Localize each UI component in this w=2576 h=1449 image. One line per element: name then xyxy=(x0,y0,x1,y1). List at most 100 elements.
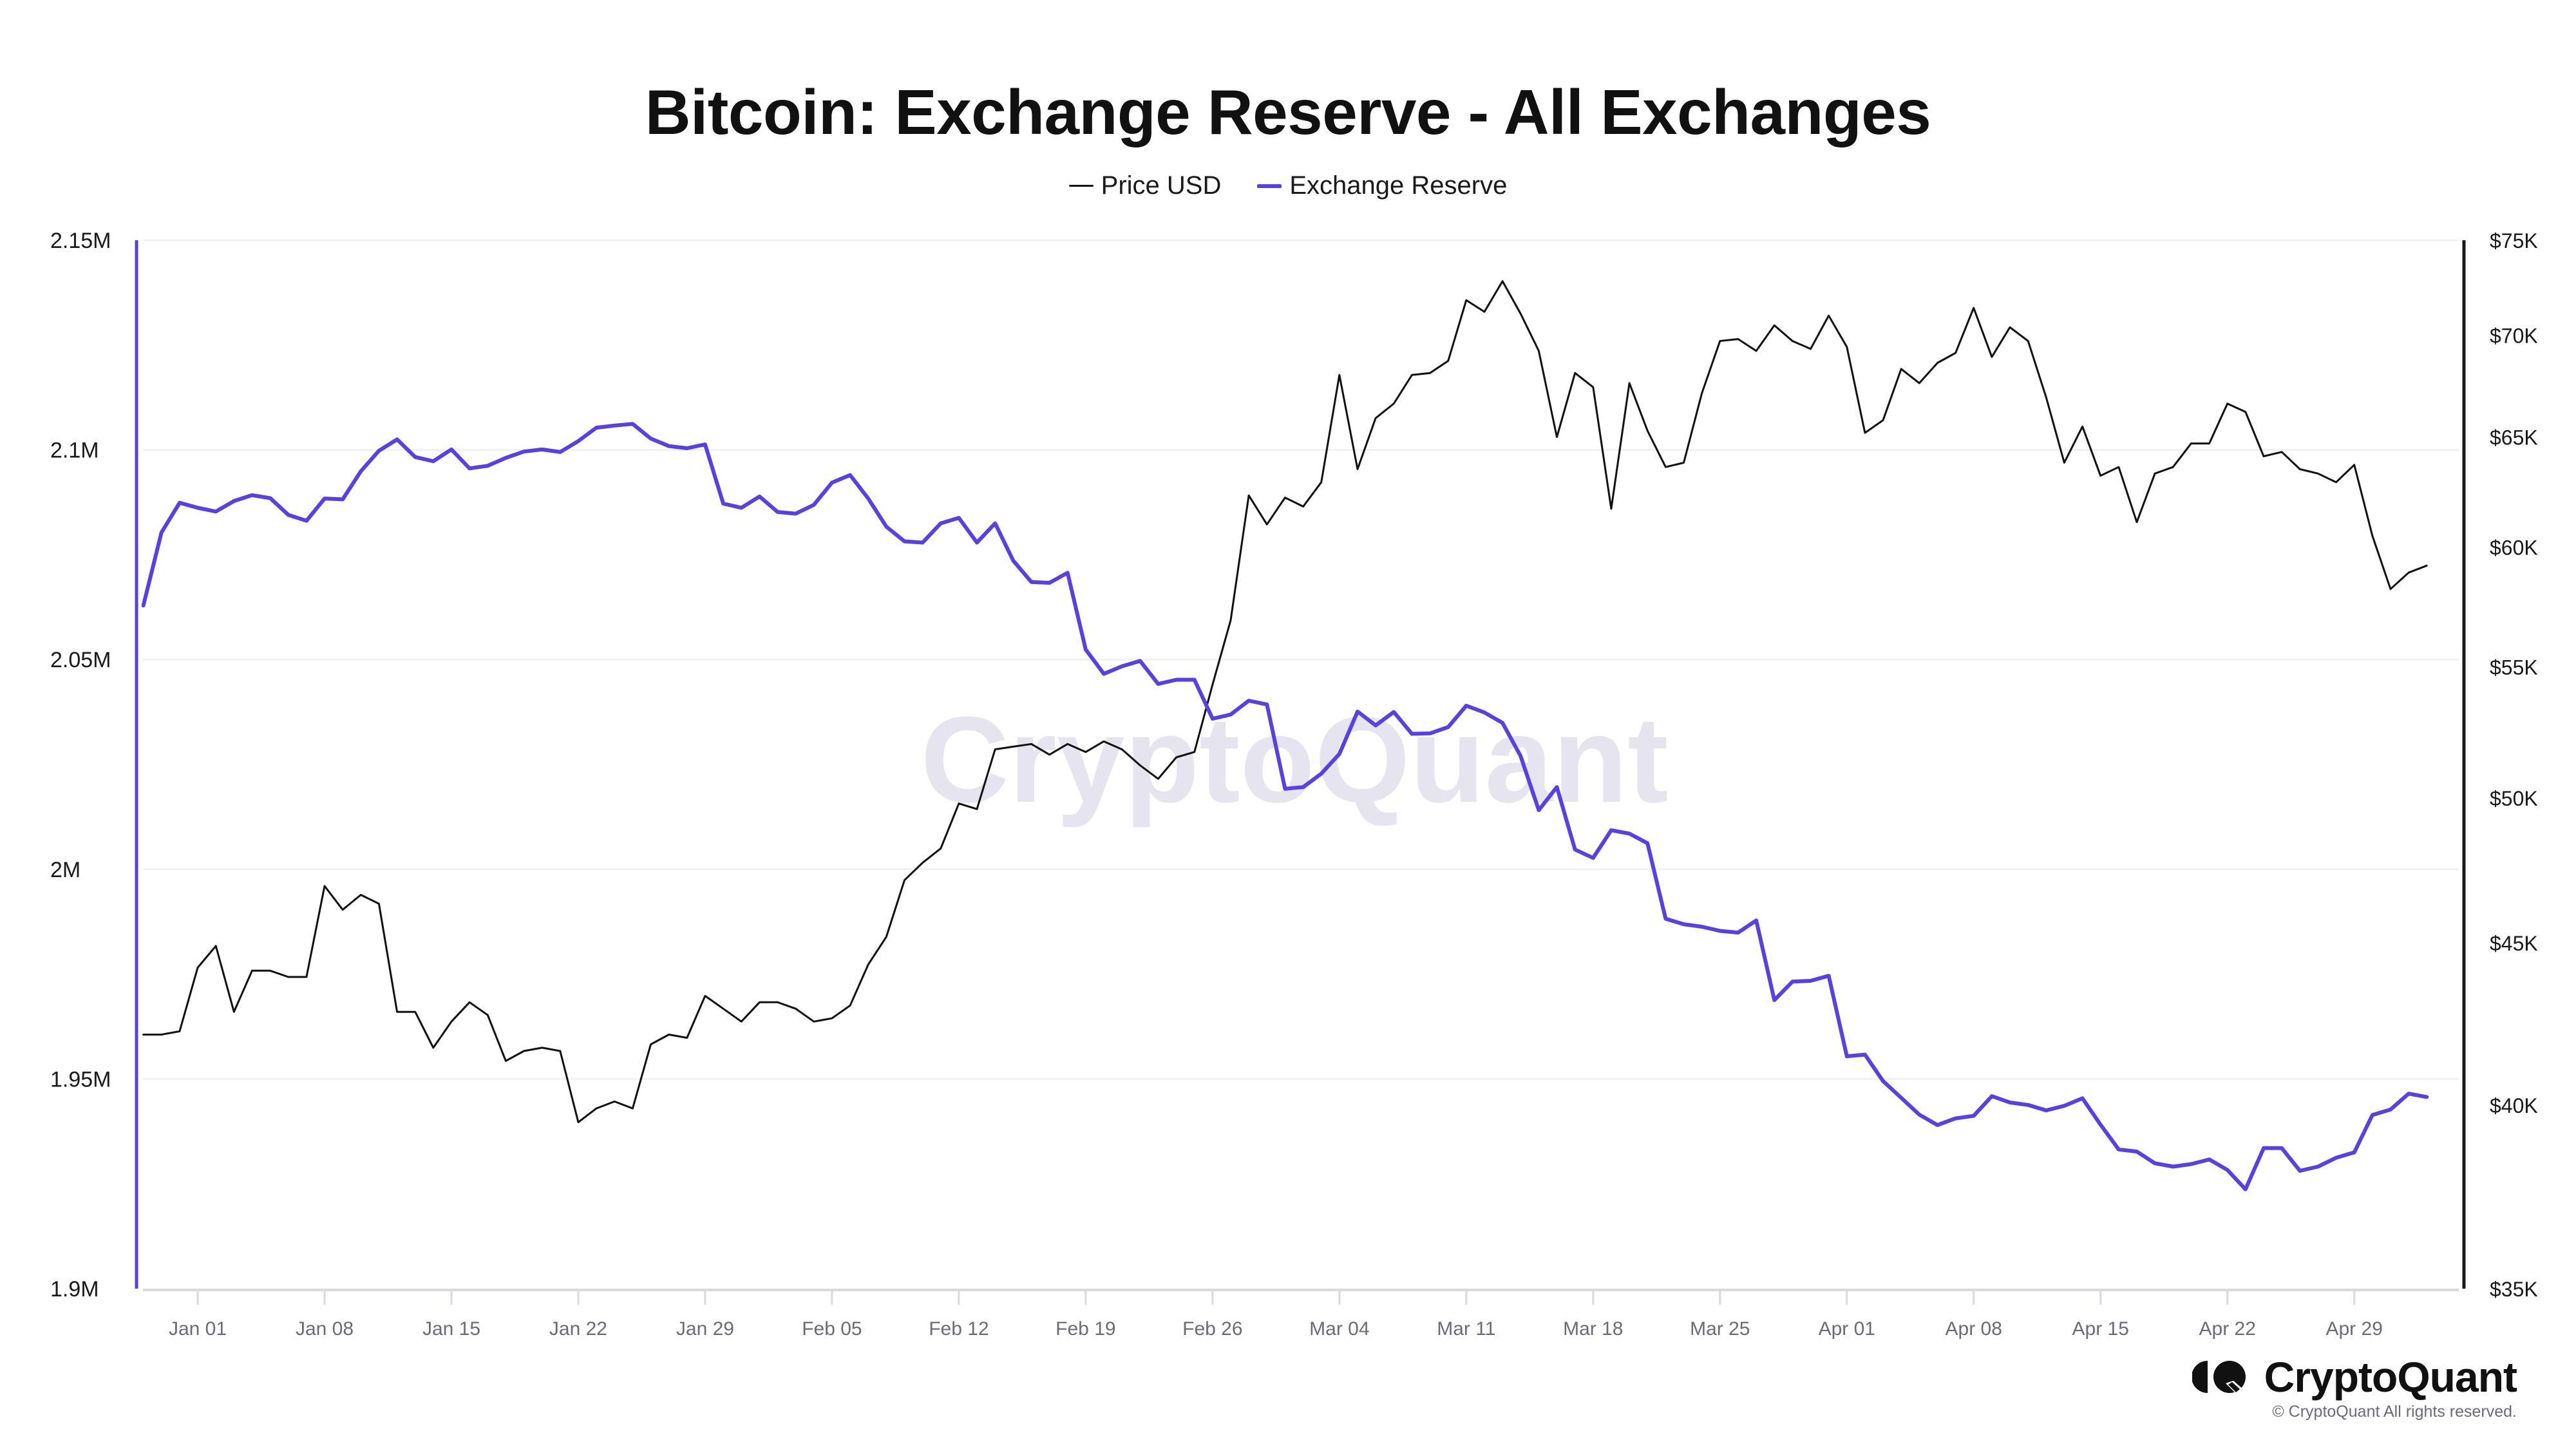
price-usd-point[interactable] xyxy=(2425,564,2429,567)
price-usd-point[interactable] xyxy=(921,861,925,865)
price-usd-point[interactable] xyxy=(1011,744,1015,748)
price-usd-point[interactable] xyxy=(1102,739,1106,743)
price-usd-point[interactable] xyxy=(1881,419,1885,422)
price-usd-point[interactable] xyxy=(2153,471,2157,475)
price-usd-point[interactable] xyxy=(1138,763,1142,767)
price-usd-point[interactable] xyxy=(1428,371,1432,375)
price-usd-point[interactable] xyxy=(287,975,290,979)
price-usd-point[interactable] xyxy=(2189,442,2193,446)
price-usd-point[interactable] xyxy=(1247,493,1251,497)
price-usd-point[interactable] xyxy=(2226,402,2230,406)
price-usd-point[interactable] xyxy=(2389,587,2392,591)
price-usd-point[interactable] xyxy=(323,884,327,888)
price-usd-point[interactable] xyxy=(377,902,381,905)
price-usd-point[interactable] xyxy=(2208,442,2211,446)
price-usd-point[interactable] xyxy=(1302,505,1305,509)
price-usd-point[interactable] xyxy=(1537,349,1540,353)
price-usd-point[interactable] xyxy=(305,975,308,979)
price-usd-point[interactable] xyxy=(1591,385,1595,389)
price-usd-point[interactable] xyxy=(522,1049,526,1053)
price-usd-point[interactable] xyxy=(630,1106,634,1110)
price-usd-point[interactable] xyxy=(232,1010,236,1014)
price-usd-point[interactable] xyxy=(1936,361,1940,365)
price-usd-point[interactable] xyxy=(1193,750,1197,754)
price-usd-point[interactable] xyxy=(2262,455,2266,459)
price-usd-point[interactable] xyxy=(576,1121,580,1124)
price-usd-point[interactable] xyxy=(1519,312,1522,316)
price-usd-point[interactable] xyxy=(413,1010,417,1014)
price-usd-point[interactable] xyxy=(1827,314,1831,317)
price-usd-point[interactable] xyxy=(1156,777,1160,781)
price-usd-point[interactable] xyxy=(2135,520,2139,524)
price-usd-point[interactable] xyxy=(685,1036,689,1040)
price-usd-point[interactable] xyxy=(1718,339,1722,343)
price-usd-point[interactable] xyxy=(1482,310,1486,314)
price-usd-point[interactable] xyxy=(1627,381,1631,385)
price-usd-point[interactable] xyxy=(558,1049,562,1053)
price-usd-point[interactable] xyxy=(1084,750,1088,754)
price-usd-point[interactable] xyxy=(1356,468,1359,471)
legend-item-price[interactable]: Price USD xyxy=(1068,171,1221,200)
price-usd-point[interactable] xyxy=(1809,347,1813,351)
price-usd-point[interactable] xyxy=(830,1016,834,1020)
price-usd-point[interactable] xyxy=(993,748,997,752)
price-usd-point[interactable] xyxy=(1754,349,1758,353)
price-usd-point[interactable] xyxy=(939,846,943,850)
price-usd-point[interactable] xyxy=(848,1003,852,1007)
price-usd-point[interactable] xyxy=(2280,450,2284,454)
price-usd-point[interactable] xyxy=(757,1000,761,1004)
price-usd-point[interactable] xyxy=(1320,480,1323,484)
price-usd-point[interactable] xyxy=(468,1000,471,1004)
price-usd-point[interactable] xyxy=(486,1013,489,1017)
price-usd-point[interactable] xyxy=(504,1059,507,1063)
price-usd-point[interactable] xyxy=(884,935,888,939)
price-usd-point[interactable] xyxy=(612,1099,616,1103)
price-usd-point[interactable] xyxy=(1663,465,1667,469)
price-usd-point[interactable] xyxy=(1374,416,1378,420)
price-usd-point[interactable] xyxy=(1048,753,1052,757)
price-usd-point[interactable] xyxy=(1990,355,1994,359)
price-usd-point[interactable] xyxy=(2244,410,2248,414)
price-usd-point[interactable] xyxy=(2081,424,2085,428)
price-usd-point[interactable] xyxy=(250,969,254,972)
price-usd-point[interactable] xyxy=(2298,468,2302,471)
price-usd-point[interactable] xyxy=(1501,279,1504,283)
price-usd-point[interactable] xyxy=(957,802,961,806)
price-usd-point[interactable] xyxy=(1736,337,1740,341)
price-usd-point[interactable] xyxy=(1609,507,1613,511)
price-usd-point[interactable] xyxy=(2044,395,2048,399)
price-usd-point[interactable] xyxy=(1682,461,1686,465)
price-usd-point[interactable] xyxy=(649,1043,653,1046)
price-usd-point[interactable] xyxy=(1175,755,1179,759)
price-usd-point[interactable] xyxy=(395,1010,399,1014)
price-usd-point[interactable] xyxy=(2117,465,2121,469)
price-usd-point[interactable] xyxy=(1211,683,1215,687)
price-usd-point[interactable] xyxy=(667,1033,671,1037)
price-usd-point[interactable] xyxy=(794,1007,798,1010)
price-usd-point[interactable] xyxy=(975,807,979,811)
price-usd-point[interactable] xyxy=(196,966,200,970)
price-usd-point[interactable] xyxy=(866,963,870,967)
price-usd-point[interactable] xyxy=(2008,325,2012,329)
price-usd-point[interactable] xyxy=(739,1019,743,1023)
price-usd-point[interactable] xyxy=(812,1019,816,1023)
price-usd-point[interactable] xyxy=(1229,618,1233,622)
price-usd-point[interactable] xyxy=(1700,392,1704,395)
price-usd-point[interactable] xyxy=(178,1029,182,1033)
price-usd-point[interactable] xyxy=(2334,480,2338,484)
price-usd-point[interactable] xyxy=(1338,373,1341,377)
price-usd-point[interactable] xyxy=(1573,371,1577,375)
price-usd-point[interactable] xyxy=(1845,345,1849,349)
price-usd-point[interactable] xyxy=(703,994,707,998)
price-usd-point[interactable] xyxy=(721,1007,725,1010)
price-usd-point[interactable] xyxy=(1555,435,1559,439)
price-usd-point[interactable] xyxy=(1446,359,1450,363)
price-usd-point[interactable] xyxy=(2371,534,2374,538)
price-usd-point[interactable] xyxy=(1899,367,1903,371)
price-usd-point[interactable] xyxy=(160,1033,164,1037)
price-usd-point[interactable] xyxy=(776,1000,780,1004)
price-usd-point[interactable] xyxy=(1464,298,1468,302)
price-usd-point[interactable] xyxy=(903,878,907,882)
price-usd-point[interactable] xyxy=(269,969,272,972)
price-usd-point[interactable] xyxy=(450,1019,453,1023)
